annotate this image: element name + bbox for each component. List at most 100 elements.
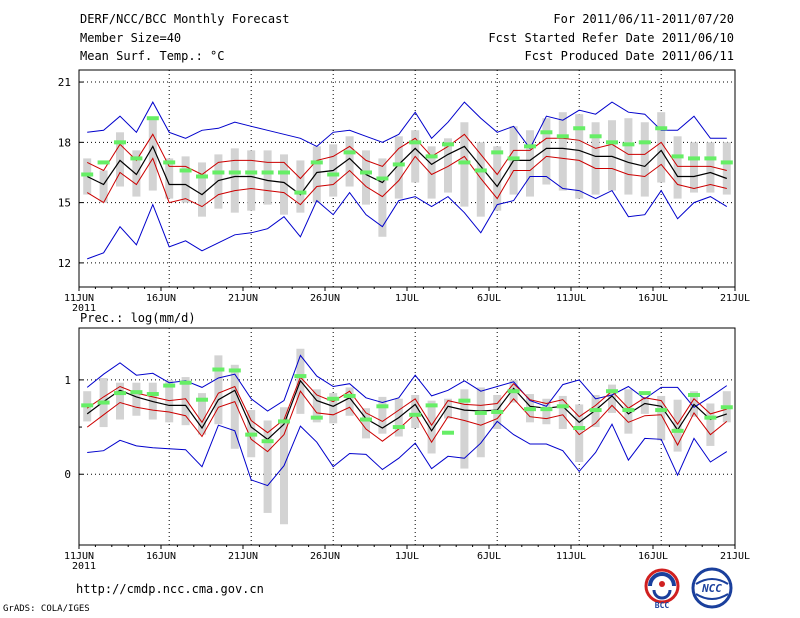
forecast-marker bbox=[524, 144, 536, 149]
forecast-marker bbox=[671, 154, 684, 159]
plot-frame bbox=[78, 69, 736, 288]
forecast-marker bbox=[261, 439, 274, 444]
ensemble-box bbox=[312, 389, 321, 423]
ensemble-box bbox=[558, 112, 567, 191]
x-tick-label: 16JUN bbox=[146, 293, 176, 304]
forecast-marker bbox=[278, 170, 290, 175]
x-tick-label: 6JUL bbox=[477, 293, 501, 304]
ensemble-box bbox=[148, 118, 157, 191]
forecast-marker bbox=[163, 383, 176, 388]
forecast-marker bbox=[474, 410, 487, 415]
forecast-marker bbox=[671, 428, 684, 433]
ensemble-box bbox=[640, 122, 649, 197]
x-year-label: 2011 bbox=[72, 303, 96, 314]
forecast-marker bbox=[425, 403, 438, 408]
x-tick-label: 21JUL bbox=[720, 293, 750, 304]
forecast-marker bbox=[146, 392, 159, 397]
forecast-marker bbox=[376, 176, 389, 181]
x-tick-label: 16JUN bbox=[146, 551, 176, 562]
forecast-marker bbox=[196, 397, 208, 402]
ensemble-box bbox=[526, 130, 534, 197]
series-line-min bbox=[87, 176, 728, 260]
ensemble-box bbox=[706, 403, 715, 446]
ensemble-box bbox=[575, 114, 584, 199]
ensemble-box bbox=[198, 393, 206, 435]
x-tick-label: 11JUN bbox=[64, 293, 94, 304]
forecast-marker bbox=[606, 389, 618, 394]
ensemble-box bbox=[280, 154, 288, 215]
forecast-marker bbox=[81, 403, 94, 408]
x-tick-label: 1JUL bbox=[395, 551, 419, 562]
ensemble-box bbox=[345, 387, 354, 416]
ncc-logo: NCC bbox=[691, 567, 733, 609]
header-produced-date: Fcst Produced Date 2011/06/11 bbox=[524, 49, 734, 63]
header-start-date: Fcst Started Refer Date 2011/06/10 bbox=[488, 31, 734, 45]
series-line-max bbox=[86, 354, 728, 412]
ensemble-box bbox=[116, 382, 124, 420]
series-line-lower bbox=[86, 155, 727, 208]
x-tick-label: 26JUN bbox=[310, 293, 340, 304]
footer-url[interactable]: http://cmdp.ncc.cma.gov.cn bbox=[76, 582, 264, 596]
ensemble-box bbox=[444, 398, 452, 419]
x-tick-label: 1JUL bbox=[395, 293, 419, 304]
series-line-mean bbox=[86, 379, 727, 441]
ensemble-box bbox=[476, 142, 485, 217]
forecast-marker bbox=[622, 408, 635, 413]
ensemble-box bbox=[181, 377, 190, 426]
x-tick-label: 21JUN bbox=[228, 551, 258, 562]
ensemble-box bbox=[542, 398, 551, 425]
ensemble-box bbox=[362, 150, 370, 205]
forecast-marker bbox=[343, 393, 356, 398]
x-tick-label: 16JUL bbox=[638, 293, 668, 304]
forecast-marker bbox=[589, 408, 602, 413]
bcc-logo: BCC bbox=[644, 568, 680, 610]
ensemble-box bbox=[230, 364, 239, 449]
ensemble-box bbox=[657, 395, 666, 441]
ensemble-box bbox=[247, 150, 256, 211]
header-member-size: Member Size=40 bbox=[80, 31, 182, 45]
ensemble-box bbox=[427, 146, 436, 199]
ensemble-box bbox=[214, 154, 223, 209]
forecast-marker bbox=[97, 160, 110, 165]
bcc-logo-text: BCC bbox=[655, 601, 670, 610]
ensemble-box bbox=[165, 158, 174, 199]
x-tick-label: 6JUL bbox=[477, 551, 501, 562]
forecast-marker bbox=[507, 389, 520, 394]
forecast-marker bbox=[212, 170, 225, 175]
forecast-marker bbox=[655, 126, 668, 131]
forecast-marker bbox=[507, 156, 520, 161]
ensemble-box bbox=[493, 146, 502, 211]
forecast-marker bbox=[458, 160, 471, 165]
ensemble-box bbox=[722, 142, 731, 195]
temperature-panel: 12 15 18 21 11JUN 16JUN 21JUN 26JUN 1JUL 6JUL 11JU… bbox=[58, 69, 750, 314]
forecast-marker bbox=[638, 391, 651, 396]
forecast-marker bbox=[130, 390, 143, 395]
header-period: For 2011/06/11-2011/07/20 bbox=[553, 12, 734, 26]
series-line-upper bbox=[86, 133, 727, 180]
series-line-max bbox=[87, 101, 727, 150]
ensemble-box bbox=[296, 160, 305, 213]
forecast-marker bbox=[130, 156, 143, 161]
ensemble-box bbox=[673, 399, 682, 452]
forecast-marker bbox=[360, 417, 372, 422]
forecast-marker bbox=[310, 415, 323, 420]
forecast-marker bbox=[179, 380, 192, 385]
forecast-marker bbox=[442, 430, 454, 435]
series-line-mean bbox=[86, 145, 728, 196]
ensemble-box bbox=[345, 136, 354, 187]
forecast-marker bbox=[720, 160, 733, 165]
forecast-marker bbox=[327, 172, 340, 177]
forecast-marker bbox=[196, 174, 208, 179]
forecast-marker bbox=[114, 140, 126, 145]
forecast-marker bbox=[540, 407, 553, 412]
forecast-marker bbox=[228, 368, 241, 373]
x-tick-label: 11JUL bbox=[556, 551, 586, 562]
forecast-marker bbox=[458, 398, 471, 403]
ensemble-box bbox=[591, 122, 600, 195]
x-tick-label: 16JUL bbox=[638, 551, 668, 562]
forecast-marker bbox=[409, 140, 422, 145]
forecast-marker bbox=[245, 432, 258, 437]
y-tick-label: 18 bbox=[58, 136, 71, 149]
precipitation-panel: 0 1 11JUN 16JUN 21JUN 26JUN 1JUL 6JUL 11JUL 16JUL… bbox=[64, 327, 750, 572]
precip-panel-title: Prec.: log(mm/d) bbox=[80, 311, 196, 325]
